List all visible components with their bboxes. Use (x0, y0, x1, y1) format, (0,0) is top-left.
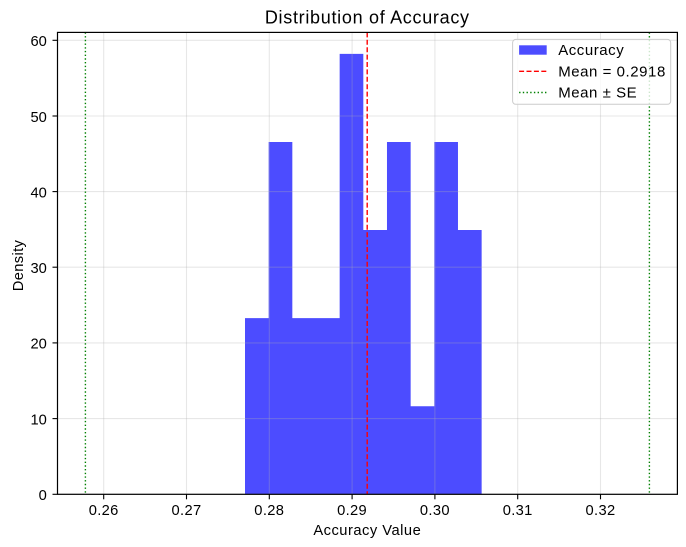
svg-text:0.29: 0.29 (337, 503, 367, 519)
svg-text:0: 0 (39, 488, 47, 504)
svg-text:0.26: 0.26 (89, 503, 119, 519)
svg-text:0.27: 0.27 (172, 503, 202, 519)
svg-text:Accuracy: Accuracy (558, 42, 624, 59)
svg-text:Accuracy Value: Accuracy Value (313, 523, 421, 539)
svg-text:0.28: 0.28 (254, 503, 284, 519)
svg-text:Mean = 0.2918: Mean = 0.2918 (558, 63, 666, 80)
svg-text:0.31: 0.31 (503, 503, 533, 519)
svg-text:50: 50 (30, 110, 46, 126)
svg-text:Mean ± SE: Mean ± SE (558, 85, 637, 102)
svg-text:Density: Density (11, 239, 27, 291)
svg-text:30: 30 (30, 261, 46, 277)
svg-text:40: 40 (30, 185, 46, 201)
svg-text:60: 60 (30, 34, 46, 50)
svg-text:20: 20 (30, 337, 46, 353)
svg-text:10: 10 (30, 412, 46, 428)
svg-text:0.32: 0.32 (586, 503, 616, 519)
svg-text:0.30: 0.30 (420, 503, 450, 519)
svg-text:Distribution of Accuracy: Distribution of Accuracy (265, 8, 470, 28)
